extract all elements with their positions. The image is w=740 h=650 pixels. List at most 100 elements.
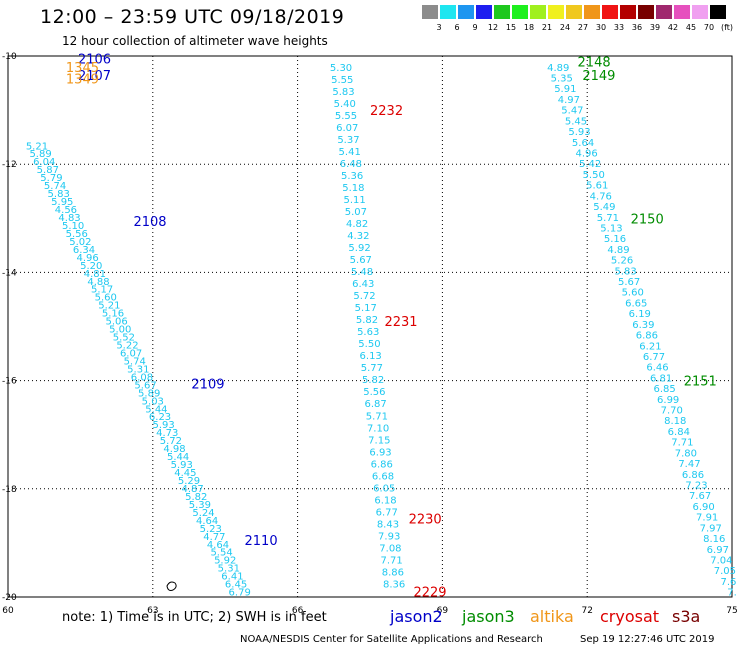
wave-height-value: 7.67 [689, 491, 711, 502]
wave-height-value: 4.76 [590, 191, 612, 202]
wave-height-value: 5.11 [343, 195, 365, 206]
wave-height-value: 6.97 [707, 545, 729, 556]
wave-height-value: 5.10 [62, 221, 84, 232]
wave-height-value: 4.64 [207, 540, 229, 551]
wave-height-value: 5.31 [218, 564, 240, 575]
colorbar-label: 45 [685, 23, 697, 32]
wave-height-value: 5.50 [358, 339, 380, 350]
wave-height-value: 4.45 [174, 468, 196, 479]
wave-height-value: 5.92 [348, 243, 370, 254]
colorbar-swatch [548, 5, 565, 19]
wave-height-value: 5.50 [583, 170, 605, 181]
wave-height-value: 6.85 [653, 384, 675, 395]
wave-height-value: 4.56 [55, 205, 77, 216]
wave-height-value: 6.79 [229, 588, 251, 599]
pass-number-label: 1349 [66, 73, 99, 88]
wave-height-value: 7.10 [367, 423, 389, 434]
wave-height-value: 4.89 [547, 63, 569, 74]
colorbar-label: 9 [472, 23, 478, 32]
wave-height-value: 5.74 [124, 356, 146, 367]
pass-number-label: 2106 [78, 53, 111, 68]
wave-height-value: 5.39 [189, 500, 211, 511]
wave-height-value: 5.56 [363, 387, 385, 398]
wave-height-value: 5.60 [95, 293, 117, 304]
wave-height-value: 8.43 [377, 519, 399, 530]
wave-height-value: 5.16 [102, 309, 124, 320]
y-tick-label: -12 [2, 160, 17, 170]
wave-height-value: 6.21 [639, 341, 661, 352]
colorbar-label: 42 [667, 23, 679, 32]
wave-height-value: 5.03 [142, 396, 164, 407]
colorbar-label: 15 [505, 23, 517, 32]
colorbar-swatch [638, 5, 655, 19]
colorbar-swatch [656, 5, 673, 19]
wave-height-value: 5.67 [134, 380, 156, 391]
wave-height-value: 5.55 [335, 111, 357, 122]
wave-height-value: 5.83 [614, 266, 636, 277]
pass-number-label: 2110 [245, 534, 278, 549]
map-frame [7, 55, 733, 598]
colorbar-swatch [692, 5, 709, 19]
wave-height-value: 5.67 [618, 277, 640, 288]
wave-height-value: 5.16 [604, 234, 626, 245]
y-tick-label: -10 [2, 52, 17, 62]
pass-number-label: 2232 [370, 104, 403, 119]
wave-height-value: 5.83 [48, 189, 70, 200]
wave-height-value: 8.18 [664, 416, 686, 427]
wave-height-value: 6.87 [364, 399, 386, 410]
colorbar-swatch [674, 5, 691, 19]
wave-height-value: 5.52 [113, 333, 135, 344]
wave-height-value: 4.32 [347, 231, 369, 242]
wave-height-value: 6.07 [336, 123, 358, 134]
wave-height-value: 7.04 [710, 555, 732, 566]
wave-height-value: 5.31 [127, 364, 149, 375]
wave-height-value: 5.64 [572, 138, 594, 149]
wave-height-value: 6.39 [632, 320, 654, 331]
colorbar-swatch [602, 5, 619, 19]
pass-number-label: 2230 [409, 513, 442, 528]
wave-height-value: 5.95 [51, 197, 73, 208]
colorbar-swatch [494, 5, 511, 19]
y-tick-label: -16 [2, 377, 17, 387]
y-tick-label: -20 [2, 593, 17, 603]
pass-number-label: 2231 [384, 315, 417, 330]
colorbar-label: 27 [577, 23, 589, 32]
wave-height-value: 5.26 [611, 256, 633, 267]
wave-height-value: 6.99 [657, 395, 679, 406]
wave-height-value: 5.91 [554, 84, 576, 95]
wave-height-value: 5.20 [80, 261, 102, 272]
wave-height-value: 6.46 [646, 363, 668, 374]
wave-height-value: 5.49 [593, 202, 615, 213]
page-title: 12:00 – 23:59 UTC 09/18/2019 [40, 6, 345, 28]
wave-height-value: 5.92 [214, 556, 236, 567]
wave-height-value: 6.65 [625, 298, 647, 309]
wave-height-value: 7. [727, 588, 737, 599]
wave-height-value: 7.05 [714, 566, 736, 577]
pass-number-label: 2108 [133, 215, 166, 230]
wave-height-value: 7.97 [700, 523, 722, 534]
wave-height-value: 5.55 [331, 75, 353, 86]
wave-height-value: 5.72 [160, 436, 182, 447]
x-tick-label: 75 [726, 606, 737, 616]
wave-height-value: 4.83 [58, 213, 80, 224]
colorbar-swatch [566, 5, 583, 19]
wave-height-value: 5.77 [361, 363, 383, 374]
wave-height-value: 5.89 [138, 388, 160, 399]
colorbar-label: 36 [631, 23, 643, 32]
x-tick-label: 69 [437, 606, 449, 616]
wave-height-value: 5.48 [351, 267, 373, 278]
wave-height-value: 6.08 [131, 372, 153, 383]
wave-height-value: 7.93 [378, 531, 400, 542]
colorbar-swatch [620, 5, 637, 19]
wave-height-value: 5.37 [337, 135, 359, 146]
wave-height-value: 7.71 [381, 555, 403, 566]
wave-height-value: 7.70 [661, 406, 683, 417]
wave-height-value: 6.48 [340, 159, 362, 170]
wave-height-value: 5.47 [561, 106, 583, 117]
wave-height-value: 5.13 [600, 223, 622, 234]
wave-height-value: 5.67 [350, 255, 372, 266]
wave-height-value: 4.77 [203, 532, 225, 543]
wave-height-value: 5.29 [178, 476, 200, 487]
wave-height-value: 6.84 [668, 427, 690, 438]
wave-height-value: 5.40 [334, 99, 356, 110]
